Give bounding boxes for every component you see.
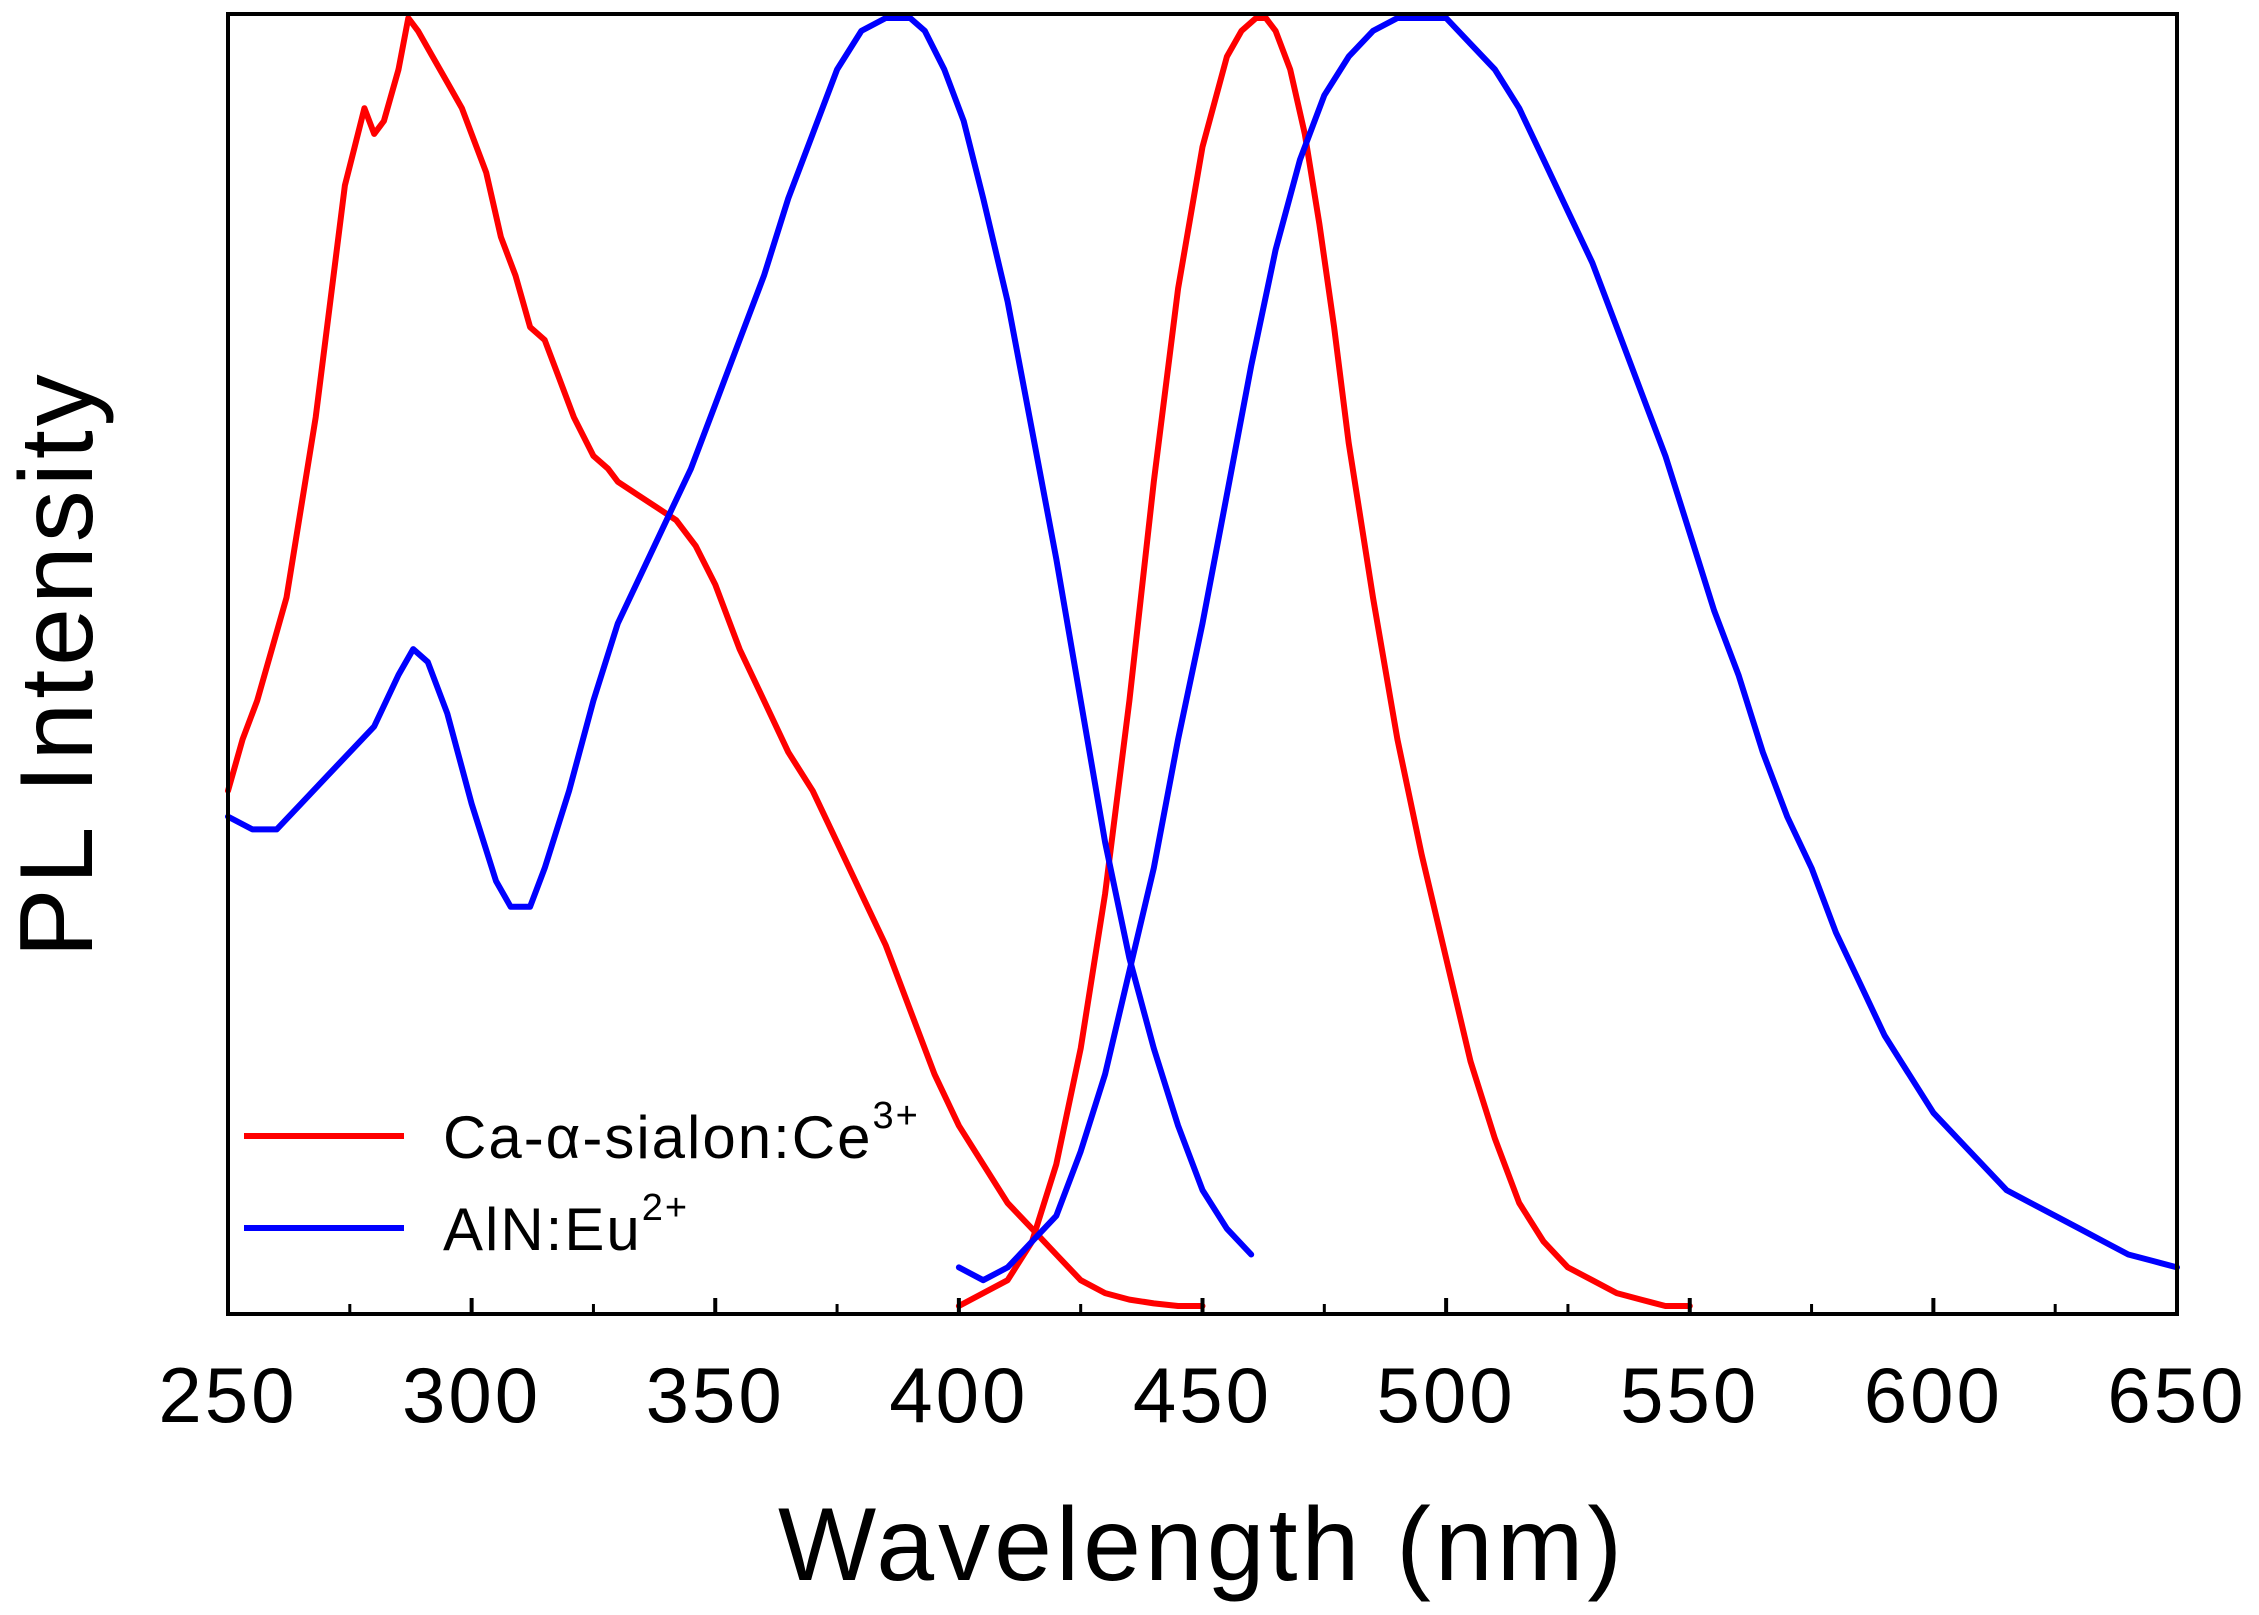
legend-label-1: Ca-α-sialon:Ce3+ (443, 1095, 920, 1171)
x-tick-label: 250 (158, 1351, 297, 1439)
x-tick-label: 650 (2107, 1351, 2246, 1439)
series-line-4 (955, 15, 2180, 1284)
x-tick-label: 550 (1620, 1351, 1759, 1439)
legend: Ca-α-sialon:Ce3+ AlN:Eu2+ (244, 1095, 920, 1263)
series-layer (225, 15, 2180, 1309)
x-axis-title: Wavelength (nm) (778, 1487, 1626, 1603)
x-tick-label: 450 (1133, 1351, 1272, 1439)
x-tick-label: 300 (402, 1351, 541, 1439)
series-line-3 (225, 15, 1255, 1258)
series-line-1 (225, 15, 1206, 1309)
x-tick-label: 400 (889, 1351, 1028, 1439)
x-tick-label: 500 (1377, 1351, 1516, 1439)
series-line-2 (955, 15, 1693, 1309)
x-tick-label: 350 (646, 1351, 785, 1439)
x-tick-label: 600 (1864, 1351, 2003, 1439)
y-axis-title: PL Intensity (0, 370, 115, 958)
x-axis-ticks: 250 300 350 400 450 500 550 600 650 (158, 1298, 2246, 1439)
legend-label-2: AlN:Eu2+ (443, 1187, 689, 1263)
